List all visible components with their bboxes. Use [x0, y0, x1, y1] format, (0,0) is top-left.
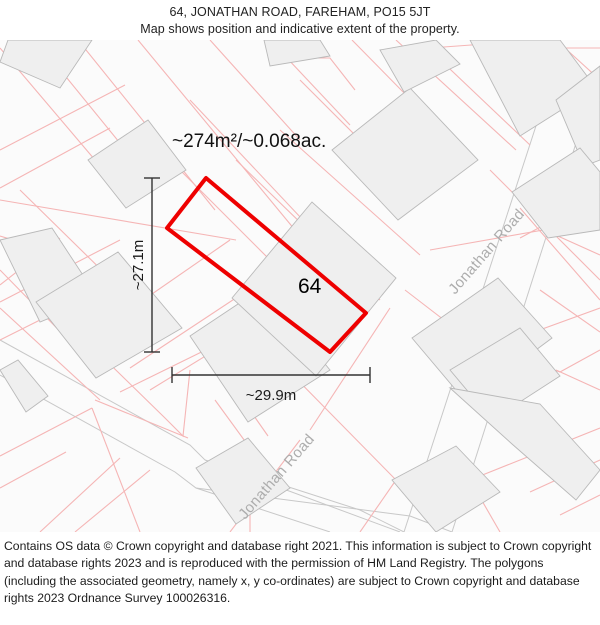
building-layer [0, 40, 600, 532]
map-canvas[interactable]: ~27.1m ~29.9m ~274m²/~0.068ac. 64 Jonath… [0, 40, 600, 532]
plot-number-label: 64 [298, 275, 322, 298]
dimension-vertical: ~27.1m [130, 177, 160, 353]
copyright-notice: Contains OS data © Crown copyright and d… [4, 539, 595, 606]
page-footer: Contains OS data © Crown copyright and d… [0, 534, 600, 625]
dimension-vertical-label: ~27.1m [130, 240, 147, 290]
page-title: 64, JONATHAN ROAD, FAREHAM, PO15 5JT [169, 5, 431, 19]
page-header: 64, JONATHAN ROAD, FAREHAM, PO15 5JT Map… [0, 0, 600, 40]
road-corridor-layer [0, 51, 600, 532]
page-subtitle: Map shows position and indicative extent… [140, 22, 460, 36]
dimension-horizontal: ~29.9m [171, 367, 371, 404]
plot-area-label: ~274m²/~0.068ac. [172, 131, 326, 152]
property-plot-outline[interactable] [165, 176, 368, 354]
dimension-horizontal-label: ~29.9m [246, 387, 296, 404]
